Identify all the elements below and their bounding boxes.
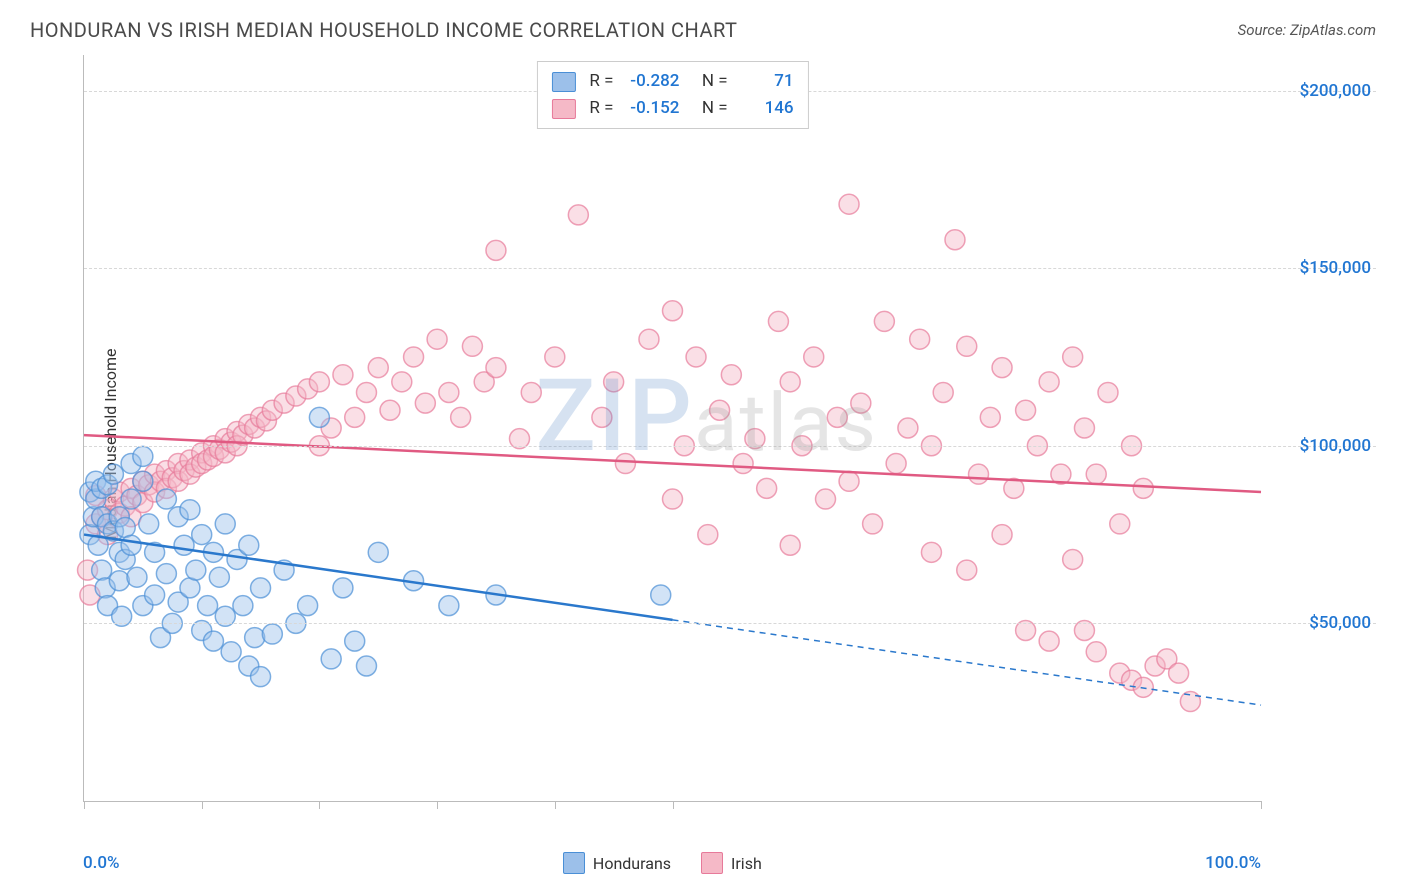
legend-item-irish: Irish (701, 852, 762, 874)
series-legend: Hondurans Irish (563, 852, 762, 874)
y-tick-label: $200,000 (1271, 81, 1371, 101)
legend-item-hondurans: Hondurans (563, 852, 671, 874)
bottom-axis-row: 0.0% Hondurans Irish 100.0% (83, 852, 1261, 874)
swatch-hondurans-2 (563, 852, 585, 874)
swatch-irish (551, 99, 575, 119)
legend-row-irish: R = -0.152 N = 146 (551, 95, 793, 122)
y-tick-label: $150,000 (1271, 258, 1371, 278)
chart-title: HONDURAN VS IRISH MEDIAN HOUSEHOLD INCOM… (30, 18, 738, 42)
x-max-label: 100.0% (1205, 853, 1261, 873)
correlation-legend: R = -0.282 N = 71 R = -0.152 N = 146 (536, 61, 808, 129)
swatch-hondurans (551, 72, 575, 92)
plot-region: R = -0.282 N = 71 R = -0.152 N = 146 ZIP… (83, 55, 1261, 802)
swatch-irish-2 (701, 852, 723, 874)
chart-header: HONDURAN VS IRISH MEDIAN HOUSEHOLD INCOM… (0, 0, 1406, 52)
x-min-label: 0.0% (83, 853, 120, 873)
plot-svg (84, 55, 1261, 801)
legend-row-hondurans: R = -0.282 N = 71 (551, 68, 793, 95)
y-tick-label: $100,000 (1271, 436, 1371, 456)
y-tick-label: $50,000 (1271, 613, 1371, 633)
chart-area: Median Household Income R = -0.282 N = 7… (55, 55, 1376, 832)
source-label: Source: ZipAtlas.com (1238, 21, 1376, 39)
